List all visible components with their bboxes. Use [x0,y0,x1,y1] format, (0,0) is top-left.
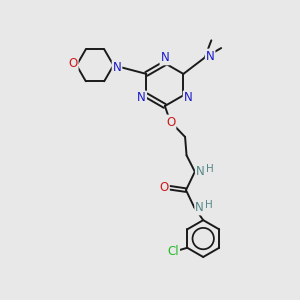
Text: N: N [184,92,192,104]
Text: N: N [206,50,214,63]
Text: H: H [206,164,214,174]
Text: Cl: Cl [167,245,179,258]
Text: N: N [196,165,205,178]
Text: O: O [68,57,78,70]
Text: O: O [166,116,176,129]
Text: O: O [160,181,169,194]
Text: N: N [160,51,169,64]
Text: N: N [137,92,146,104]
Text: H: H [205,200,213,210]
Text: N: N [112,61,122,74]
Text: N: N [195,202,204,214]
